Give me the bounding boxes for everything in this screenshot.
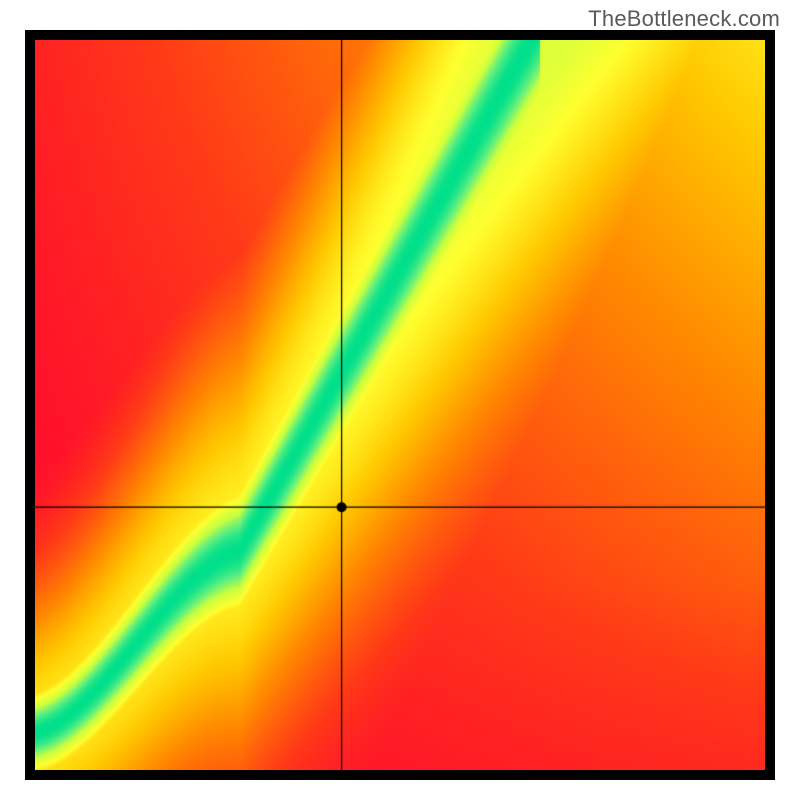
bottleneck-heatmap-plot <box>25 30 775 780</box>
watermark: TheBottleneck.com <box>588 6 780 32</box>
heatmap-canvas <box>35 40 765 770</box>
